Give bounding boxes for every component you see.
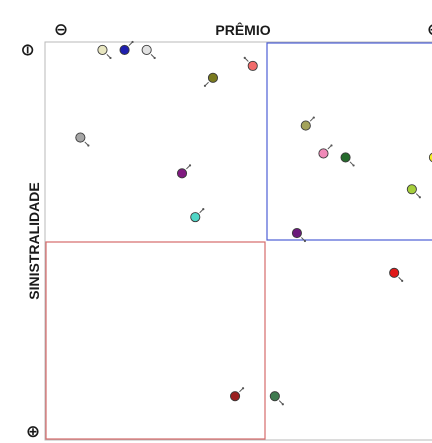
trend-arrow-head — [87, 144, 90, 147]
trend-arrow-head — [418, 196, 421, 199]
trend-arrow-head — [203, 84, 207, 87]
point-marker[interactable] — [428, 152, 432, 163]
point-marker[interactable] — [340, 152, 351, 163]
data-point[interactable] — [243, 56, 258, 71]
trend-arrow-head — [202, 208, 205, 211]
point-marker[interactable] — [389, 267, 400, 278]
data-point[interactable] — [176, 164, 192, 179]
point-marker[interactable] — [190, 212, 201, 223]
quadrant-bottom-left — [45, 241, 266, 440]
trend-arrow-head — [303, 239, 307, 243]
x-axis-low-symbol: ⊖ — [54, 20, 68, 40]
point-marker[interactable] — [141, 44, 152, 56]
trend-arrow-head — [352, 164, 355, 167]
point-layer — [75, 40, 432, 406]
point-marker[interactable] — [119, 44, 130, 56]
point-marker[interactable] — [291, 227, 302, 239]
trend-arrow-head — [109, 56, 112, 60]
data-point[interactable] — [318, 144, 333, 159]
trend-arrow-head — [330, 144, 333, 147]
point-marker[interactable] — [406, 184, 417, 195]
data-point[interactable] — [300, 116, 315, 131]
x-axis-high-symbol: ⊖ — [427, 20, 432, 40]
trend-arrow-head — [188, 164, 192, 167]
trend-arrow-head — [401, 279, 404, 282]
trend-arrow-head — [153, 56, 156, 60]
trend-arrow-head — [281, 403, 284, 406]
point-marker[interactable] — [176, 168, 188, 179]
data-point[interactable] — [119, 40, 134, 56]
quadrant-layer — [45, 42, 432, 440]
trend-arrow-head — [243, 56, 246, 59]
point-marker[interactable] — [230, 391, 241, 402]
data-point[interactable] — [340, 152, 355, 167]
data-point[interactable] — [97, 44, 112, 60]
plot-frame — [44, 41, 432, 441]
trend-arrow-head — [131, 40, 134, 44]
data-point[interactable] — [141, 44, 156, 60]
data-point[interactable] — [269, 391, 284, 406]
data-point[interactable] — [203, 72, 219, 87]
data-point[interactable] — [190, 208, 205, 223]
data-point[interactable] — [389, 267, 404, 282]
point-marker[interactable] — [75, 132, 86, 143]
data-point[interactable] — [75, 132, 90, 147]
y-axis-bottom-symbol: ⊕ — [26, 422, 40, 442]
data-point[interactable] — [230, 387, 245, 402]
x-axis-title: PRÊMIO — [215, 21, 270, 38]
data-point[interactable] — [291, 227, 307, 243]
trend-arrow-head — [241, 387, 245, 390]
point-marker[interactable] — [97, 44, 108, 56]
point-marker[interactable] — [318, 148, 329, 159]
y-axis-top-symbol: ⊖ — [18, 43, 38, 57]
quadrant-top-right — [266, 42, 432, 241]
point-marker[interactable] — [300, 120, 311, 131]
point-marker[interactable] — [269, 391, 280, 402]
point-marker[interactable] — [207, 72, 219, 83]
trend-arrow-head — [312, 116, 315, 119]
data-point[interactable] — [406, 184, 421, 199]
data-point[interactable] — [428, 152, 432, 167]
y-axis-title: SINISTRALIDADE — [26, 182, 42, 299]
point-marker[interactable] — [247, 60, 258, 71]
